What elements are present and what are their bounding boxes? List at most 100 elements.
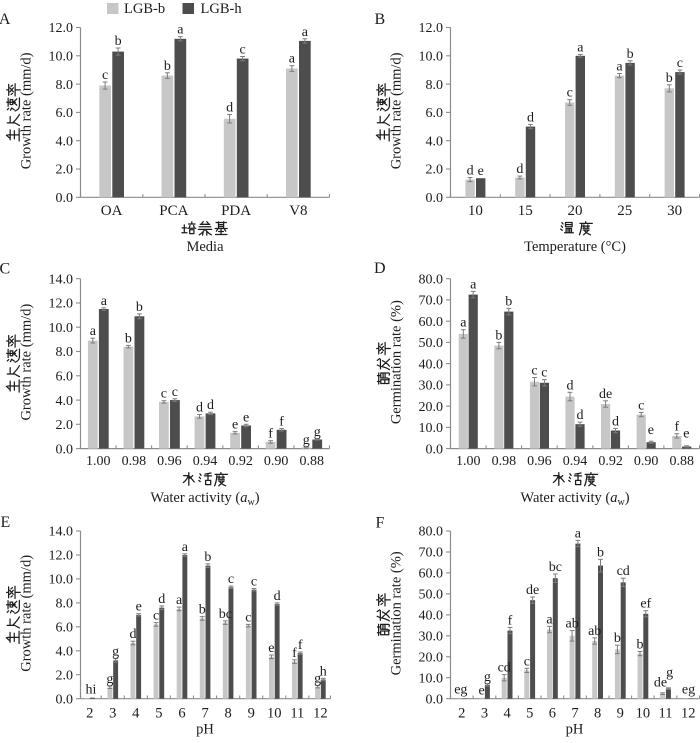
svg-text:b: b [125,331,132,346]
svg-text:6.0: 6.0 [56,370,74,385]
svg-text:d: d [226,101,233,116]
svg-text:c: c [153,609,159,624]
svg-text:c: c [541,366,547,381]
svg-text:g: g [106,672,113,687]
svg-text:0.94: 0.94 [563,454,588,469]
svg-text:8.0: 8.0 [56,78,74,93]
svg-text:60.0: 60.0 [419,315,444,330]
svg-text:f: f [298,638,303,653]
svg-text:50.0: 50.0 [419,588,444,603]
svg-text:PCA: PCA [159,203,188,219]
svg-text:c: c [172,385,178,400]
svg-text:8.0: 8.0 [56,597,74,612]
svg-text:4.0: 4.0 [426,134,444,149]
svg-text:LGB-b: LGB-b [124,1,165,17]
svg-text:50.0: 50.0 [419,336,444,351]
svg-text:D: D [374,260,386,277]
svg-text:Growth rate (mm/d): Growth rate (mm/d) [19,304,35,421]
svg-text:3: 3 [109,706,116,722]
svg-text:d: d [577,408,584,423]
svg-text:4: 4 [503,706,511,722]
svg-text:10.0: 10.0 [49,573,74,588]
svg-text:5: 5 [526,706,533,722]
svg-text:bc: bc [549,560,562,575]
svg-text:e: e [268,641,274,656]
svg-text:a: a [289,52,296,67]
svg-text:8.0: 8.0 [426,78,444,93]
svg-text:a: a [90,324,97,339]
svg-text:Media: Media [186,239,224,255]
svg-text:2: 2 [458,706,465,722]
svg-text:b: b [115,34,122,49]
svg-text:c: c [251,575,257,590]
svg-text:Growth rate (mm/d): Growth rate (mm/d) [19,52,35,169]
svg-text:0.96: 0.96 [527,454,552,469]
svg-text:20.0: 20.0 [419,651,444,666]
svg-text:LGB-h: LGB-h [201,1,243,17]
svg-text:g: g [484,670,491,685]
svg-text:V8: V8 [289,203,307,219]
svg-text:b: b [204,550,211,565]
svg-text:de: de [599,387,612,402]
svg-text:3: 3 [481,706,488,722]
svg-text:e: e [136,600,142,615]
svg-text:11: 11 [659,706,673,722]
svg-text:b: b [199,603,206,618]
svg-text:b: b [505,294,512,309]
svg-text:c: c [102,68,108,83]
svg-text:0.96: 0.96 [157,454,182,469]
svg-text:d: d [516,162,523,177]
svg-text:ab: ab [588,624,601,639]
svg-text:e: e [478,684,484,699]
svg-text:de: de [526,583,539,598]
svg-text:30.0: 30.0 [419,630,444,645]
svg-text:pH: pH [566,722,584,738]
svg-text:0.90: 0.90 [634,454,659,469]
svg-text:10.0: 10.0 [49,321,74,336]
svg-text:0.92: 0.92 [228,454,253,469]
svg-text:4.0: 4.0 [56,134,74,149]
svg-text:a: a [302,25,309,40]
svg-text:e: e [232,418,238,433]
svg-text:g: g [314,425,321,440]
svg-text:5: 5 [155,706,162,722]
svg-text:12.0: 12.0 [49,297,74,312]
svg-text:0.0: 0.0 [426,692,444,707]
svg-text:0.88: 0.88 [299,454,324,469]
svg-text:4: 4 [132,706,140,722]
svg-text:0.0: 0.0 [56,442,74,457]
svg-text:a: a [182,540,189,555]
svg-text:80.0: 80.0 [419,525,444,540]
svg-text:1.00: 1.00 [456,454,481,469]
svg-text:pH: pH [196,722,214,738]
svg-text:6: 6 [178,706,185,722]
svg-text:30.0: 30.0 [419,379,444,394]
svg-text:b: b [637,638,644,653]
svg-text:70.0: 70.0 [419,294,444,309]
svg-text:a: a [460,316,467,331]
svg-text:2: 2 [86,706,93,722]
svg-text:8: 8 [594,706,601,722]
svg-text:Growth rate (mm/d): Growth rate (mm/d) [19,555,35,672]
svg-text:6: 6 [549,706,556,722]
svg-text:ab: ab [565,617,578,632]
svg-text:8: 8 [224,706,231,722]
svg-text:6.0: 6.0 [56,621,74,636]
svg-text:10.0: 10.0 [419,671,444,686]
svg-text:0.98: 0.98 [122,454,147,469]
svg-text:2.0: 2.0 [426,163,444,178]
svg-text:20: 20 [568,203,583,219]
svg-text:e: e [648,423,654,438]
svg-text:ef: ef [640,597,651,612]
svg-text:Growth rate (mm/d): Growth rate (mm/d) [389,52,405,169]
svg-text:d: d [207,398,214,413]
svg-text:b: b [136,300,143,315]
svg-text:d: d [130,627,137,642]
svg-text:A: A [0,11,11,28]
svg-text:f: f [508,613,513,628]
svg-text:0.88: 0.88 [669,454,694,469]
svg-text:b: b [614,631,621,646]
svg-text:0.0: 0.0 [56,191,74,206]
svg-text:4.0: 4.0 [56,394,74,409]
svg-text:60.0: 60.0 [419,567,444,582]
